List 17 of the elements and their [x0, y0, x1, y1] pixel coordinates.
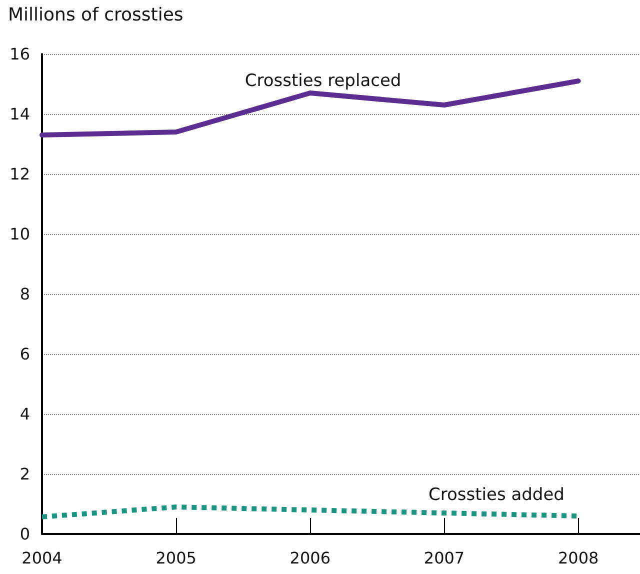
x-tick-label: 2008 [558, 548, 599, 568]
y-tick-label: 16 [10, 44, 30, 64]
x-tick-label: 2005 [156, 548, 196, 568]
y-tick-label: 12 [10, 164, 30, 184]
y-tick-label: 10 [10, 224, 30, 244]
y-tick-label: 6 [20, 344, 30, 364]
y-axis-title: Millions of crossties [8, 4, 184, 26]
x-tick-label: 2004 [22, 548, 62, 568]
x-tick-label: 2006 [290, 548, 331, 568]
y-tick-label: 2 [20, 464, 30, 484]
series-label: Crossties added [428, 485, 564, 505]
x-tick-label: 2007 [424, 548, 465, 568]
y-tick-label: 4 [20, 404, 30, 424]
series-label: Crossties replaced [244, 71, 402, 91]
y-tick-label: 8 [20, 284, 30, 304]
y-tick-label: 14 [10, 104, 30, 124]
y-tick-label: 0 [20, 524, 30, 544]
